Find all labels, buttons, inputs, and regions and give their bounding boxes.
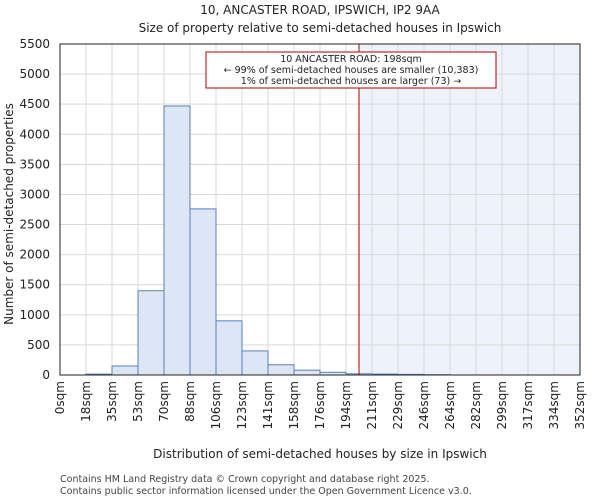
y-tick-label: 1500 (19, 278, 50, 292)
histogram-bar (241, 350, 269, 376)
x-tick-label: 334sqm (547, 381, 561, 429)
y-tick-label: 1000 (19, 308, 50, 322)
x-tick-label: 53sqm (131, 381, 145, 422)
x-tick-label: 158sqm (287, 381, 301, 429)
y-tick-label: 4000 (19, 127, 50, 141)
chart-subtitle: Size of property relative to semi-detach… (139, 21, 502, 35)
x-tick-label: 0sqm (53, 381, 67, 414)
y-axis-label: Number of semi-detached properties (2, 103, 16, 325)
footer-line-2: Contains public sector information licen… (60, 486, 472, 497)
chart-title: 10, ANCASTER ROAD, IPSWICH, IP2 9AA (200, 3, 440, 17)
y-tick-label: 2500 (19, 218, 50, 232)
histogram-bar (163, 105, 191, 376)
histogram-bar (137, 290, 165, 376)
footer-line-1: Contains HM Land Registry data © Crown c… (60, 474, 430, 485)
y-tick-label: 500 (27, 338, 50, 352)
x-axis-label: Distribution of semi-detached houses by … (153, 447, 487, 461)
plot-frame (59, 43, 581, 376)
x-tick-label: 264sqm (443, 381, 457, 429)
histogram-bar (215, 320, 243, 376)
x-tick-label: 282sqm (469, 381, 483, 429)
histogram-bar (111, 365, 139, 376)
x-tick-label: 194sqm (339, 381, 353, 429)
annotation-frame (205, 51, 497, 89)
annotation-line-3: 1% of semi-detached houses are larger (7… (241, 76, 461, 87)
y-tick-label: 0 (42, 368, 50, 382)
y-tick-label: 3500 (19, 157, 50, 171)
annotation-box: 10 ANCASTER ROAD: 198sqm ← 99% of semi-d… (205, 51, 497, 89)
x-tick-label: 352sqm (573, 381, 587, 429)
x-tick-labels: 0sqm 18sqm 35sqm 53sqm 70sqm 88sqm 106sqm 123sq… (53, 381, 587, 429)
x-tick-label: 18sqm (79, 381, 93, 422)
histogram-bar (293, 369, 321, 376)
x-tick-label: 229sqm (391, 381, 405, 429)
x-tick-label: 211sqm (365, 381, 379, 429)
x-tick-label: 106sqm (209, 381, 223, 429)
x-tick-label: 88sqm (183, 381, 197, 422)
x-tick-label: 246sqm (417, 381, 431, 429)
x-tick-label: 70sqm (157, 381, 171, 422)
larger-region-shade (359, 44, 580, 375)
histogram-bar (267, 364, 295, 376)
x-tick-label: 176sqm (313, 381, 327, 429)
histogram-bar (189, 208, 217, 376)
annotation-line-1: 10 ANCASTER ROAD: 198sqm (280, 54, 422, 65)
annotation-line-2: ← 99% of semi-detached houses are smalle… (224, 65, 479, 76)
y-tick-label: 2000 (19, 248, 50, 262)
y-tick-label: 3000 (19, 187, 50, 201)
y-tick-labels: 0 500 1000 1500 2000 2500 3000 3500 4000 4500 5000… (19, 37, 50, 382)
x-tick-label: 35sqm (105, 381, 119, 422)
bar-layer (85, 105, 451, 376)
y-tick-label: 5500 (19, 37, 50, 51)
y-tick-label: 5000 (19, 67, 50, 81)
x-tick-label: 123sqm (235, 381, 249, 429)
x-tick-label: 317sqm (521, 381, 535, 429)
x-tick-label: 299sqm (495, 381, 509, 429)
y-tick-label: 4500 (19, 97, 50, 111)
x-tick-label: 141sqm (261, 381, 275, 429)
shade-layer (359, 44, 580, 375)
